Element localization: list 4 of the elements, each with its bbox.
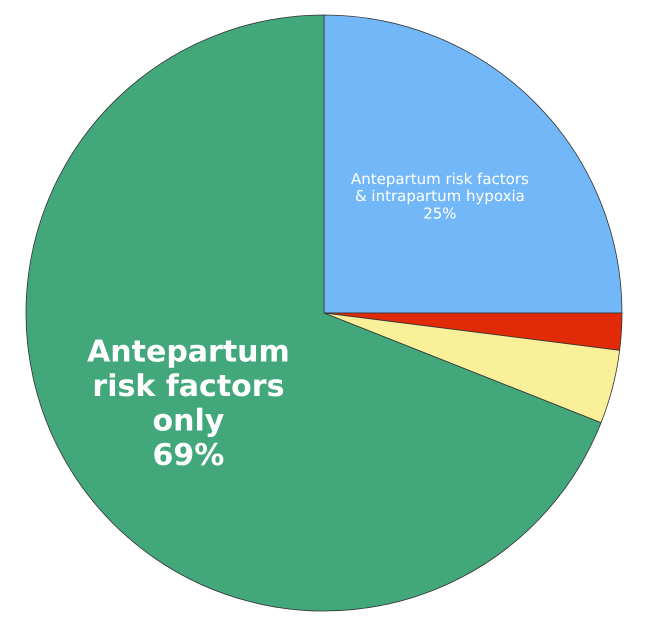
data-label: 69%	[152, 438, 224, 474]
slice-label: Antepartum risk factors only	[87, 334, 290, 439]
data-label: 25%	[423, 204, 457, 222]
slice-label: Antepartum risk factors & intrapartum hypoxia	[350, 170, 530, 206]
